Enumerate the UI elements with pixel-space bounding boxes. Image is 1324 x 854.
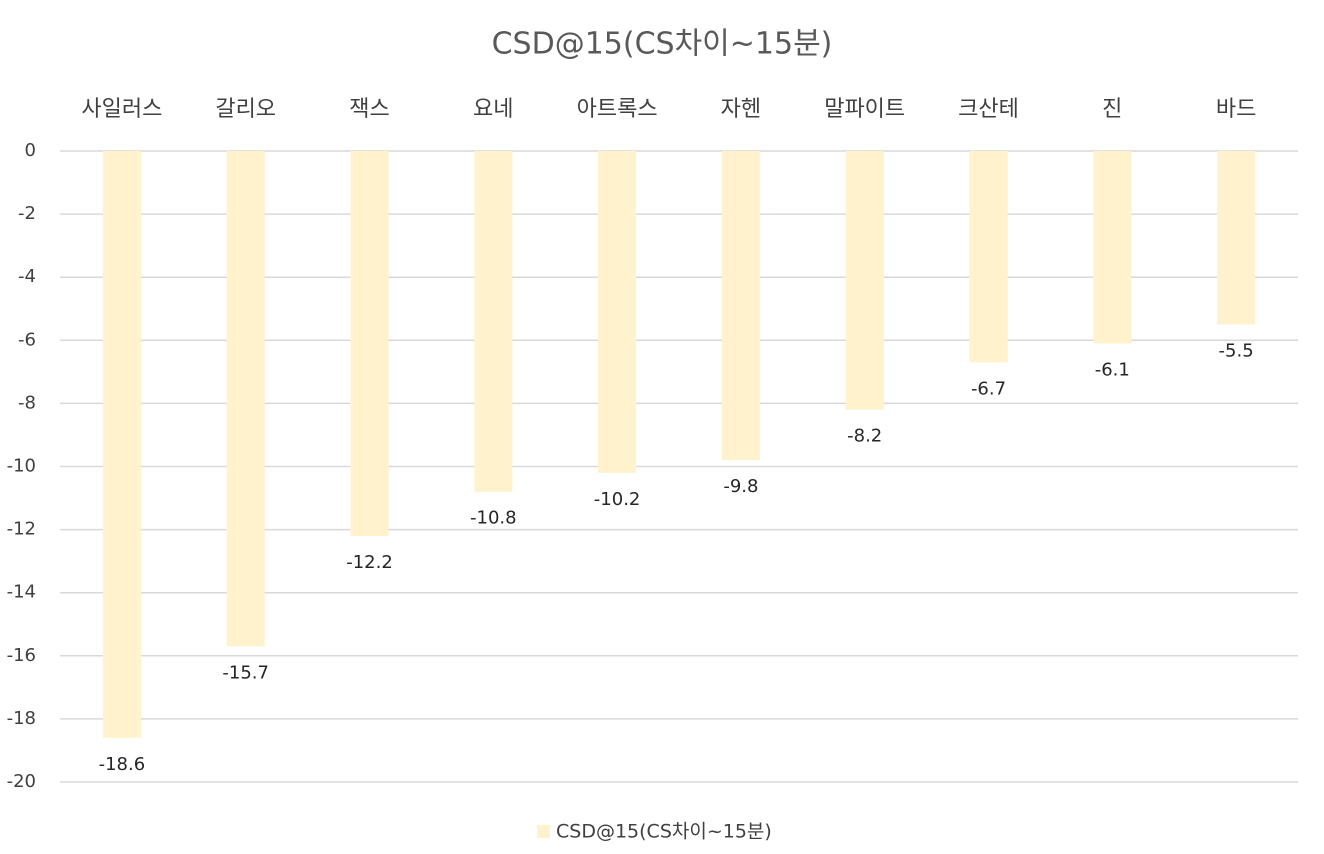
y-tick-label: -20 xyxy=(7,771,36,792)
y-tick-label: -12 xyxy=(7,519,36,540)
bar xyxy=(1093,151,1132,344)
x-tick-label: 사일러스 xyxy=(81,97,162,122)
y-tick-label: 0 xyxy=(25,140,36,161)
bar xyxy=(598,151,637,473)
chart-title: CSD@15(CS차이~15분) xyxy=(492,27,833,62)
x-tick-label: 진 xyxy=(1102,97,1122,122)
x-tick-label: 요네 xyxy=(473,97,513,122)
bar xyxy=(102,151,141,738)
data-label: -15.7 xyxy=(222,662,269,683)
y-tick-label: -14 xyxy=(7,582,36,603)
x-tick-label: 자헨 xyxy=(721,97,761,122)
y-tick-label: -10 xyxy=(7,456,36,477)
bar xyxy=(350,151,389,536)
bar xyxy=(721,151,760,461)
data-label: -6.7 xyxy=(971,378,1006,399)
legend-swatch xyxy=(537,825,550,838)
legend-label: CSD@15(CS차이~15분) xyxy=(556,821,772,843)
y-tick-label: -4 xyxy=(18,266,36,287)
y-tick-label: -6 xyxy=(18,329,36,350)
x-tick-label: 잭스 xyxy=(349,97,389,122)
data-label: -6.1 xyxy=(1095,359,1130,380)
bar xyxy=(1217,151,1256,325)
x-tick-label: 크산테 xyxy=(958,97,1019,122)
x-tick-label: 말파이트 xyxy=(824,97,905,122)
data-label: -5.5 xyxy=(1219,341,1254,362)
y-tick-label: -16 xyxy=(7,645,36,666)
bar xyxy=(969,151,1008,363)
data-label: -9.8 xyxy=(723,476,758,497)
bar xyxy=(226,151,265,647)
y-tick-label: -18 xyxy=(7,708,36,729)
x-tick-label: 갈리오 xyxy=(215,97,276,122)
data-label: -10.8 xyxy=(470,508,517,529)
bar xyxy=(474,151,513,492)
y-tick-label: -8 xyxy=(18,392,36,413)
x-tick-label: 바드 xyxy=(1216,97,1256,122)
data-label: -12.2 xyxy=(346,552,393,573)
data-label: -18.6 xyxy=(99,754,146,775)
data-label: -8.2 xyxy=(847,426,882,447)
bar xyxy=(845,151,884,410)
y-tick-label: -2 xyxy=(18,203,36,224)
x-tick-label: 아트록스 xyxy=(577,97,658,122)
data-label: -10.2 xyxy=(594,489,641,510)
